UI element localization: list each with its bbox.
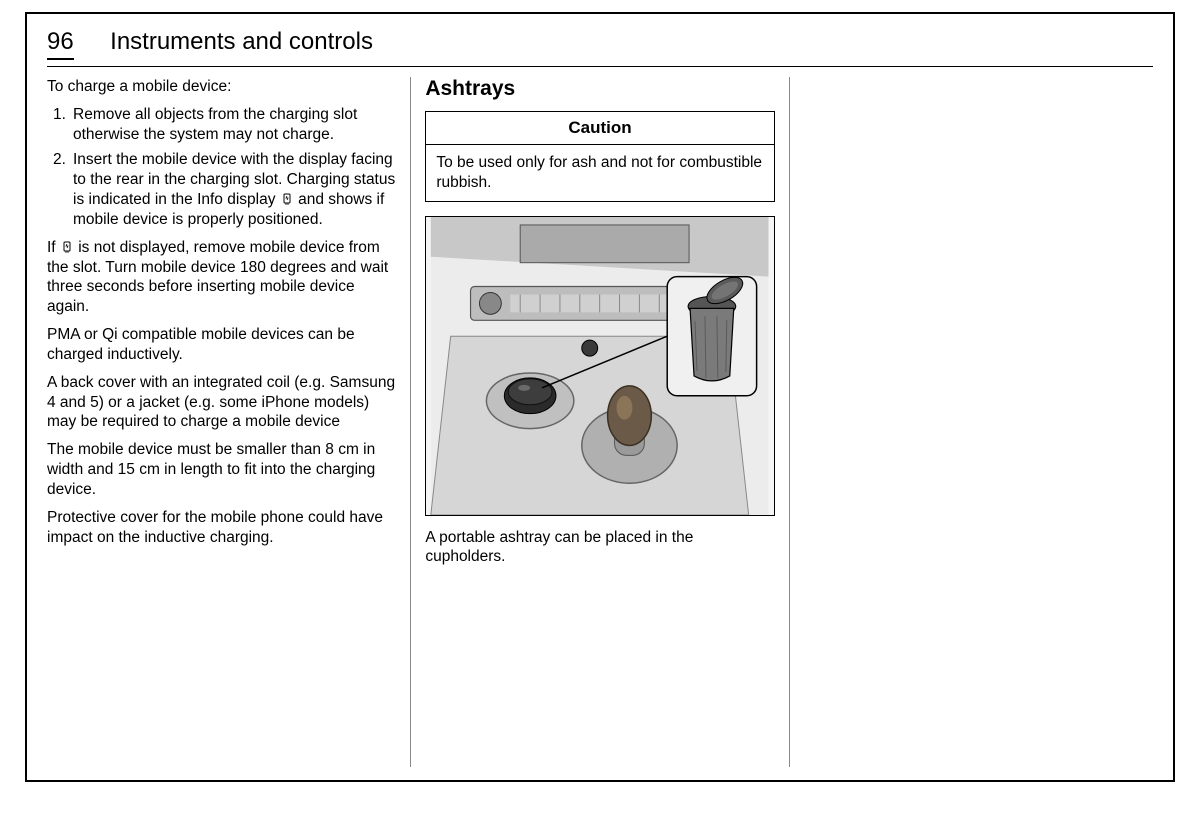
column-1: To charge a mobile device: 1. Remove all…	[47, 77, 410, 767]
intro-text: To charge a mobile device:	[47, 77, 396, 97]
column-2: Ashtrays Caution To be used only for ash…	[410, 77, 789, 767]
step-1: 1. Remove all objects from the charging …	[53, 105, 396, 145]
content-columns: To charge a mobile device: 1. Remove all…	[47, 77, 1153, 767]
para-size: The mobile device must be smaller than 8…	[47, 440, 396, 499]
step-number: 1.	[53, 105, 73, 145]
para-not-displayed: If is not displayed, remove mobile devic…	[47, 238, 396, 317]
console-diagram	[426, 217, 773, 515]
phone-charging-icon	[280, 193, 294, 207]
step-text: Remove all objects from the charging slo…	[73, 105, 396, 145]
para-pma-qi: PMA or Qi compatible mobile devices can …	[47, 325, 396, 365]
page-number: 96	[47, 28, 74, 60]
para-protective: Protective cover for the mobile phone co…	[47, 508, 396, 548]
ashtray-caption: A portable ashtray can be placed in the …	[425, 528, 774, 568]
para-back-cover: A back cover with an integrated coil (e.…	[47, 373, 396, 432]
p1-before: If	[47, 239, 60, 256]
ashtrays-title: Ashtrays	[425, 77, 774, 101]
chapter-title: Instruments and controls	[110, 28, 373, 56]
steps-list: 1. Remove all objects from the charging …	[53, 105, 396, 230]
step-2: 2. Insert the mobile device with the dis…	[53, 150, 396, 229]
caution-box: Caution To be used only for ash and not …	[425, 111, 774, 202]
column-3	[790, 77, 1153, 767]
caution-label: Caution	[426, 112, 773, 145]
p1-after: is not displayed, remove mobile device f…	[47, 239, 388, 315]
phone-charging-icon	[60, 241, 74, 255]
caution-text: To be used only for ash and not for comb…	[426, 145, 773, 201]
step-text: Insert the mobile device with the displa…	[73, 150, 396, 229]
page-header: 96 Instruments and controls	[47, 28, 1153, 67]
step-number: 2.	[53, 150, 73, 229]
manual-page: 96 Instruments and controls To charge a …	[25, 12, 1175, 782]
ashtray-illustration	[425, 216, 774, 516]
